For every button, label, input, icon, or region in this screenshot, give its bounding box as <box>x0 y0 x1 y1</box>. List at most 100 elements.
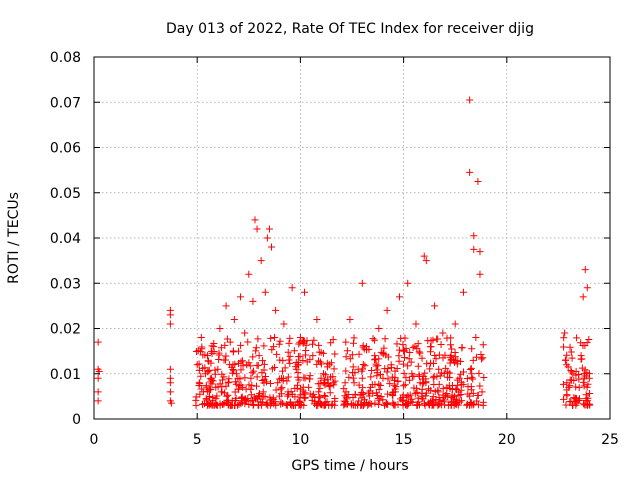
data-point <box>581 342 589 350</box>
data-point <box>242 385 250 393</box>
data-point <box>561 329 569 337</box>
y-tick-label: 0.05 <box>50 186 81 202</box>
data-point <box>328 400 336 408</box>
data-point <box>285 339 293 347</box>
data-point <box>249 297 257 305</box>
data-point <box>166 320 174 328</box>
data-point <box>277 398 285 406</box>
data-point <box>426 365 434 373</box>
data-point <box>201 364 209 372</box>
data-point <box>211 401 219 409</box>
data-point <box>272 401 280 409</box>
data-point <box>358 367 366 375</box>
data-point <box>400 382 408 390</box>
data-point <box>228 369 236 377</box>
data-point <box>584 380 592 388</box>
data-point <box>368 367 376 375</box>
data-point <box>384 375 392 383</box>
data-point <box>430 372 438 380</box>
data-point <box>444 401 452 409</box>
data-point <box>313 315 321 323</box>
data-point <box>215 356 223 364</box>
data-point <box>253 225 261 233</box>
data-point <box>470 232 478 240</box>
data-point <box>331 395 339 403</box>
data-point <box>260 342 268 350</box>
data-point <box>239 362 247 370</box>
data-point <box>325 383 333 391</box>
data-point <box>377 370 385 378</box>
data-point <box>285 356 293 364</box>
data-point <box>429 374 437 382</box>
data-point <box>326 389 334 397</box>
data-point <box>241 374 249 382</box>
data-point <box>474 391 482 399</box>
data-point <box>466 96 474 104</box>
data-point <box>425 400 433 408</box>
data-point <box>436 372 444 380</box>
data-point <box>258 401 266 409</box>
axis-ticks: 0 5 10 15 20 25 0 0.01 0.02 0.03 0.04 0.05 0.06 0.07 0… <box>50 50 619 448</box>
data-point <box>559 380 567 388</box>
y-tick-label: 0.01 <box>50 367 81 383</box>
data-point <box>343 347 351 355</box>
y-tick-label: 0.08 <box>50 50 81 66</box>
data-point <box>263 234 271 242</box>
data-point <box>439 329 447 337</box>
data-point <box>237 381 245 389</box>
data-point <box>314 380 322 388</box>
data-point <box>250 393 258 401</box>
data-point <box>252 347 260 355</box>
data-point <box>566 343 574 351</box>
data-point <box>406 348 414 356</box>
data-point <box>368 400 376 408</box>
data-point <box>208 380 216 388</box>
data-point <box>348 401 356 409</box>
data-point <box>464 390 472 398</box>
data-point <box>245 359 253 367</box>
data-point <box>427 386 435 394</box>
data-point <box>199 400 207 408</box>
data-point <box>423 360 431 368</box>
data-point <box>442 364 450 372</box>
data-point <box>354 400 362 408</box>
data-point <box>315 341 323 349</box>
data-point <box>261 372 269 380</box>
data-point <box>241 329 249 337</box>
data-point <box>566 382 574 390</box>
data-point <box>404 279 412 287</box>
data-point <box>244 338 252 346</box>
data-point <box>249 353 257 361</box>
data-point <box>586 389 594 397</box>
data-point <box>373 366 381 374</box>
data-point <box>211 366 219 374</box>
data-point <box>563 386 571 394</box>
data-point <box>286 398 294 406</box>
data-point <box>448 345 456 353</box>
data-point <box>315 348 323 356</box>
data-point <box>407 358 415 366</box>
data-point <box>453 398 461 406</box>
data-point <box>572 371 580 379</box>
data-point <box>214 365 222 373</box>
data-point <box>196 390 204 398</box>
data-point <box>404 362 412 370</box>
data-point <box>94 397 102 405</box>
data-point <box>280 320 288 328</box>
data-point <box>421 369 429 377</box>
data-point <box>197 372 205 380</box>
data-point <box>437 369 445 377</box>
data-point <box>202 395 210 403</box>
data-point <box>585 335 593 343</box>
data-point <box>429 393 437 401</box>
data-point <box>237 394 245 402</box>
data-point <box>467 383 475 391</box>
data-point <box>207 386 215 394</box>
data-point <box>402 401 410 409</box>
data-point <box>413 384 421 392</box>
data-point <box>418 354 426 362</box>
data-point <box>282 401 290 409</box>
data-point <box>291 384 299 392</box>
data-point <box>581 266 589 274</box>
data-point <box>420 252 428 260</box>
